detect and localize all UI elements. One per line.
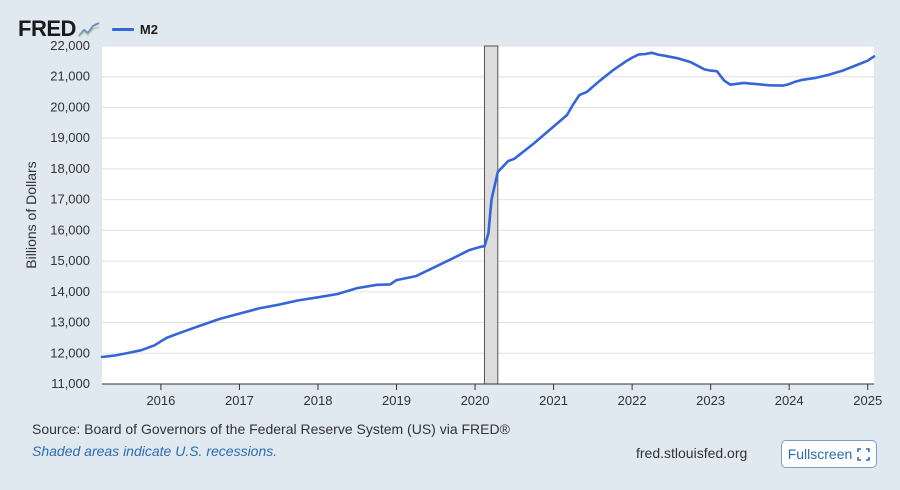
fred-logo[interactable]: FRED xyxy=(18,16,76,41)
fullscreen-label: Fullscreen xyxy=(787,446,853,462)
x-tick-label: 2016 xyxy=(146,393,175,408)
legend-swatch-m2 xyxy=(111,27,134,31)
x-tick-label: 2023 xyxy=(696,393,725,408)
y-tick-label: 12,000 xyxy=(50,345,90,360)
recession-note: Shaded areas indicate U.S. recessions. xyxy=(32,443,278,459)
y-tick-label: 13,000 xyxy=(50,315,90,330)
fullscreen-button[interactable]: Fullscreen xyxy=(781,440,877,468)
y-axis-label: Billions of Dollars xyxy=(23,161,39,268)
line-chart[interactable]: 11,000 12,000 13,000 14,000 15,000 16,000 17,0… xyxy=(0,0,900,420)
x-tick-label: 2021 xyxy=(539,393,568,408)
y-tick-label: 18,000 xyxy=(50,161,90,176)
x-tick-label: 2020 xyxy=(461,393,490,408)
series-line-m2 xyxy=(100,51,876,359)
chart-header: FRED M2 xyxy=(18,14,158,44)
legend[interactable]: M2 xyxy=(111,21,158,37)
y-tick-label: 15,000 xyxy=(50,253,90,268)
y-tick-label: 11,000 xyxy=(51,376,90,391)
x-tick-label: 2025 xyxy=(853,393,882,408)
x-tick-label: 2022 xyxy=(618,393,647,408)
y-tick-label: 21,000 xyxy=(50,69,90,84)
site-url[interactable]: fred.stlouisfed.org xyxy=(636,445,748,461)
expand-icon xyxy=(857,447,871,461)
y-tick-label: 16,000 xyxy=(50,222,90,237)
y-tick-label: 19,000 xyxy=(50,130,90,145)
x-tick-label: 2019 xyxy=(382,393,411,408)
y-tick-label: 17,000 xyxy=(50,192,90,207)
x-tick-label: 2024 xyxy=(775,393,804,408)
y-tick-label: 20,000 xyxy=(50,99,90,114)
x-tick-label: 2018 xyxy=(304,393,333,408)
source-text: Source: Board of Governors of the Federa… xyxy=(32,421,510,437)
y-tick-label: 14,000 xyxy=(50,284,90,299)
y-tick-label: 22,000 xyxy=(50,38,90,53)
legend-label-m2: M2 xyxy=(139,21,158,37)
x-tick-label: 2017 xyxy=(225,393,254,408)
fred-logo-chart-icon xyxy=(78,22,100,38)
